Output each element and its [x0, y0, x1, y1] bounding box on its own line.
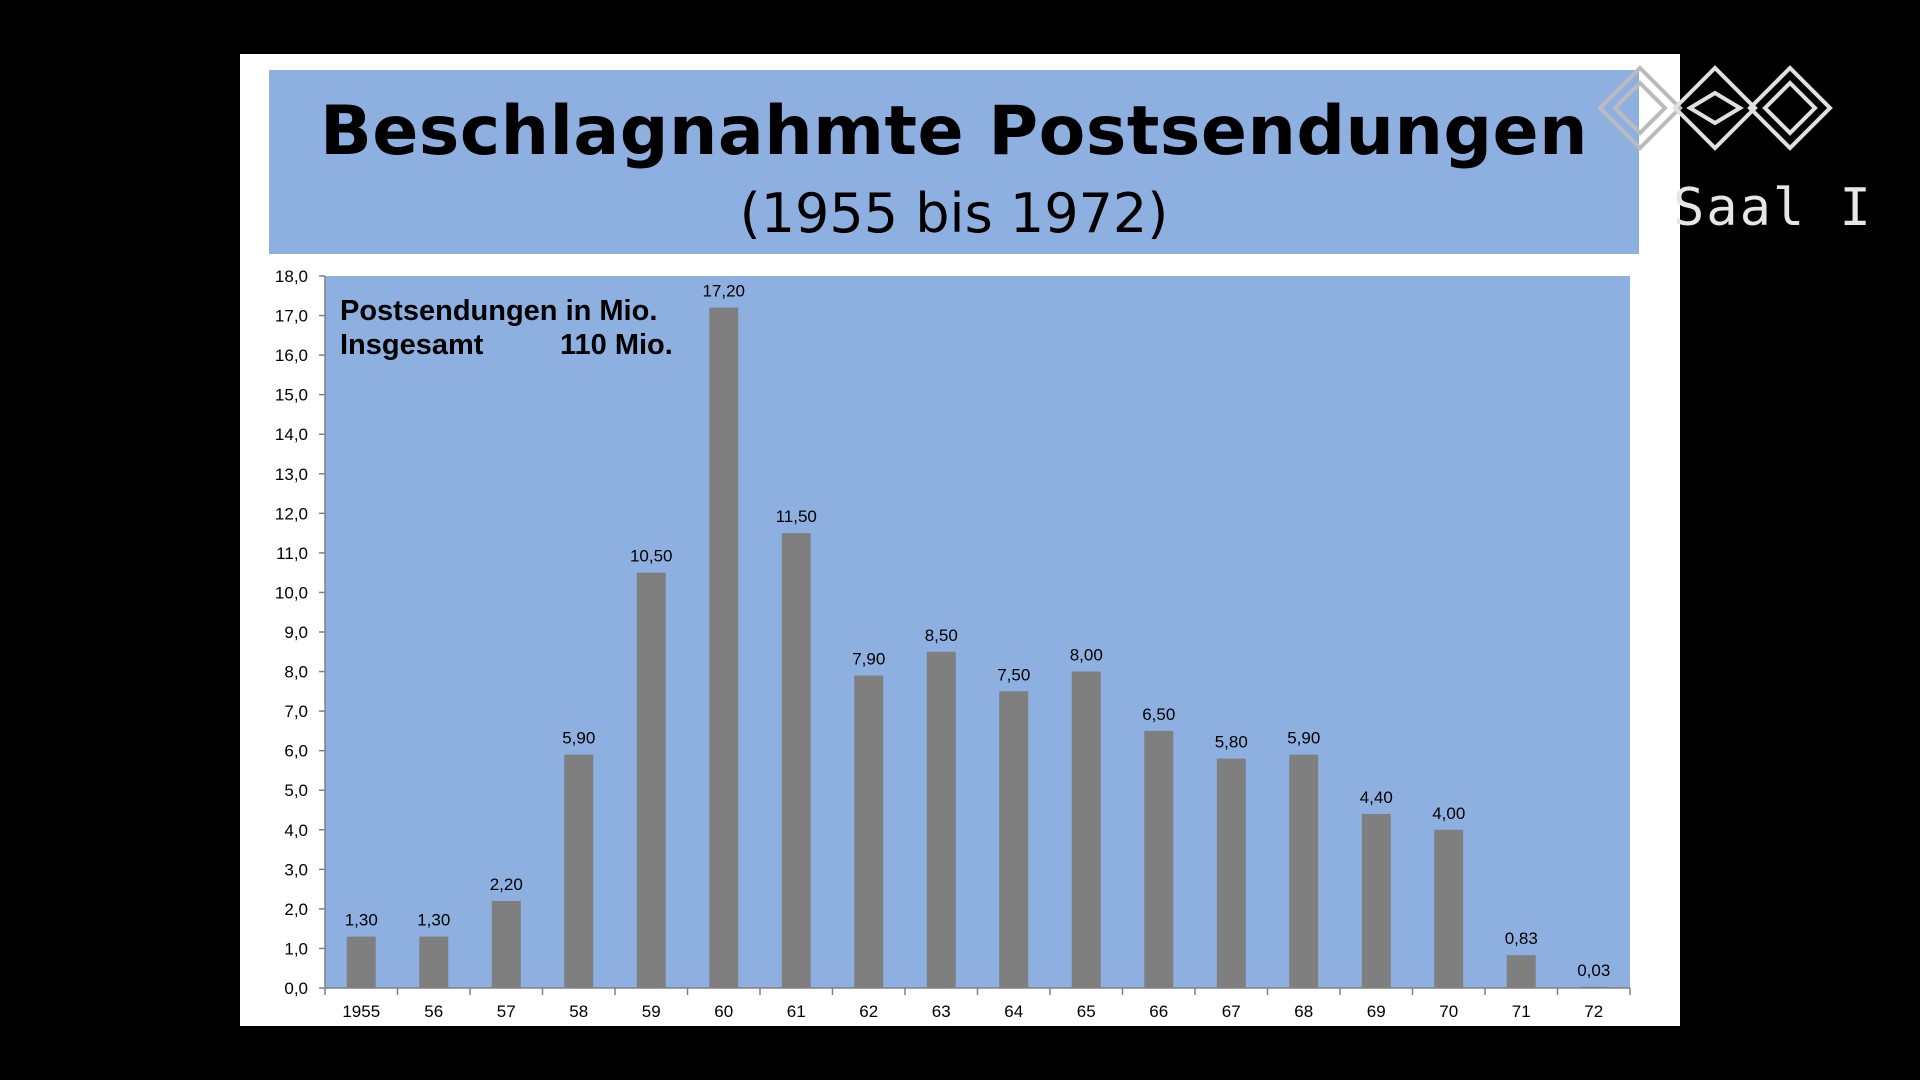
title-banner: Beschlagnahmte Postsendungen (1955 bis 1… — [269, 70, 1639, 254]
chart-annotation-total-value: 110 Mio. — [560, 329, 673, 361]
plot-area — [325, 276, 1630, 988]
bar — [999, 691, 1029, 988]
bar-value-label: 1,30 — [417, 911, 450, 930]
bar — [419, 936, 449, 988]
bar-value-label: 4,40 — [1360, 788, 1393, 807]
chart-annotation-total-label: Insgesamt — [340, 329, 484, 361]
chart-annotation-line1: Postsendungen in Mio. — [340, 295, 657, 327]
y-tick-label: 8,0 — [284, 663, 308, 682]
bar-value-label: 6,50 — [1142, 705, 1175, 724]
x-tick-label: 72 — [1584, 1002, 1603, 1021]
bar — [1361, 813, 1391, 988]
x-tick-label: 64 — [1004, 1002, 1023, 1021]
y-tick-label: 2,0 — [284, 900, 308, 919]
x-tick-label: 70 — [1439, 1002, 1458, 1021]
bar-value-label: 4,00 — [1432, 804, 1465, 823]
bar-value-label: 2,20 — [490, 875, 523, 894]
x-tick-label: 69 — [1367, 1002, 1386, 1021]
bar-value-label: 1,30 — [345, 911, 378, 930]
logo-text: Saal I — [1673, 178, 1873, 238]
y-tick-label: 3,0 — [284, 860, 308, 879]
y-axis: 0,0 1,0 2,0 3,0 4,0 5,0 6,0 7,0 8,0 9,0 10,0 11,0 12… — [275, 267, 326, 998]
y-tick-label: 16,0 — [275, 346, 308, 365]
y-tick-label: 15,0 — [275, 386, 308, 405]
bar-value-label: 5,90 — [562, 729, 595, 748]
bar-value-label: 5,90 — [1287, 729, 1320, 748]
y-tick-label: 11,0 — [276, 544, 308, 563]
x-tick-label: 65 — [1077, 1002, 1096, 1021]
y-tick-label: 6,0 — [284, 742, 308, 761]
bar-value-label: 10,50 — [630, 547, 673, 566]
bar — [1144, 730, 1174, 988]
x-tick-label: 1955 — [342, 1002, 380, 1021]
bar — [1071, 671, 1101, 988]
x-axis: 1955 56 57 58 59 60 61 62 63 64 65 66 67 68 69 70 71 72 — [324, 987, 1631, 1021]
bar-value-label: 7,90 — [852, 650, 885, 669]
y-tick-label: 4,0 — [284, 821, 308, 840]
bar — [781, 533, 811, 988]
x-tick-label: 57 — [497, 1002, 516, 1021]
x-tick-label: 68 — [1294, 1002, 1313, 1021]
bar — [1216, 758, 1246, 988]
x-tick-label: 58 — [569, 1002, 588, 1021]
bar — [1434, 829, 1464, 988]
y-tick-label: 13,0 — [275, 465, 308, 484]
y-tick-label: 1,0 — [284, 939, 308, 958]
bar — [564, 754, 594, 988]
x-tick-label: 66 — [1149, 1002, 1168, 1021]
y-tick-label: 5,0 — [284, 781, 308, 800]
y-tick-label: 17,0 — [275, 307, 308, 326]
slide-title: Beschlagnahmte Postsendungen — [319, 92, 1589, 171]
y-tick-label: 10,0 — [275, 583, 308, 602]
bar — [636, 572, 666, 988]
x-tick-label: 63 — [932, 1002, 951, 1021]
slide-subtitle: (1955 bis 1972) — [739, 182, 1169, 245]
bar — [854, 675, 884, 988]
x-tick-label: 67 — [1222, 1002, 1241, 1021]
y-tick-label: 7,0 — [284, 702, 308, 721]
x-tick-label: 60 — [714, 1002, 733, 1021]
bars-group: 1,30 1,30 2,20 5,90 10,50 17,20 11,50 7,90 8,50 7… — [345, 282, 1610, 989]
y-tick-label: 0,0 — [284, 979, 308, 998]
bar-value-label: 8,50 — [925, 626, 958, 645]
bar — [1289, 754, 1319, 988]
bar-value-label: 5,80 — [1215, 733, 1248, 752]
x-tick-label: 71 — [1512, 1002, 1531, 1021]
y-tick-label: 9,0 — [284, 623, 308, 642]
x-tick-label: 61 — [787, 1002, 806, 1021]
y-tick-label: 14,0 — [275, 425, 308, 444]
bar-value-label: 11,50 — [776, 507, 817, 526]
bar — [1506, 955, 1536, 988]
bar — [491, 900, 521, 988]
x-tick-label: 56 — [424, 1002, 443, 1021]
bar-value-label: 0,83 — [1505, 929, 1538, 948]
bar — [709, 307, 739, 989]
bar-value-label: 8,00 — [1070, 646, 1103, 665]
bar-value-label: 0,03 — [1577, 961, 1610, 980]
bar — [926, 651, 956, 988]
x-tick-label: 59 — [642, 1002, 661, 1021]
bar — [346, 936, 376, 988]
y-tick-label: 18,0 — [275, 267, 308, 286]
x-tick-label: 62 — [859, 1002, 878, 1021]
y-tick-label: 12,0 — [275, 504, 308, 523]
interlocking-diamond-logo-icon — [1597, 65, 1833, 151]
bar-value-label: 17,20 — [702, 282, 745, 301]
bar-value-label: 7,50 — [997, 665, 1030, 684]
